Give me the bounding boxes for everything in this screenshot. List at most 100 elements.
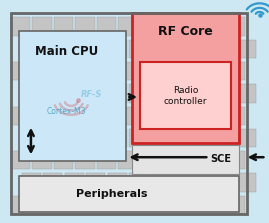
Bar xyxy=(140,62,159,80)
Bar xyxy=(161,151,181,169)
Bar xyxy=(215,84,235,103)
Bar xyxy=(75,107,95,125)
Text: Main CPU: Main CPU xyxy=(35,45,98,58)
Bar xyxy=(183,17,202,36)
Bar xyxy=(86,173,105,192)
Bar xyxy=(215,173,235,192)
Bar xyxy=(161,17,181,36)
Bar xyxy=(75,151,95,169)
Bar xyxy=(54,62,73,80)
Bar xyxy=(118,17,138,36)
Bar xyxy=(43,84,62,103)
Bar xyxy=(32,17,52,36)
Bar xyxy=(65,129,84,147)
Bar xyxy=(43,173,62,192)
Bar xyxy=(161,62,181,80)
Bar xyxy=(129,129,148,147)
Bar xyxy=(194,173,213,192)
Bar xyxy=(97,107,116,125)
Bar xyxy=(97,196,116,214)
Bar xyxy=(32,196,52,214)
Bar xyxy=(183,196,202,214)
Text: SCE: SCE xyxy=(210,155,231,164)
Bar xyxy=(22,40,41,58)
Bar xyxy=(140,151,159,169)
Bar xyxy=(75,196,95,214)
Bar xyxy=(32,151,52,169)
Bar xyxy=(86,84,105,103)
Bar xyxy=(75,62,95,80)
Bar xyxy=(237,40,256,58)
Bar xyxy=(108,129,127,147)
Bar xyxy=(132,13,239,143)
Bar xyxy=(183,151,202,169)
Bar xyxy=(194,40,213,58)
Bar xyxy=(129,40,148,58)
Bar xyxy=(226,107,245,125)
Bar xyxy=(161,107,181,125)
Bar xyxy=(151,129,170,147)
Bar xyxy=(43,129,62,147)
Bar xyxy=(172,40,192,58)
Bar xyxy=(226,17,245,36)
Bar xyxy=(237,173,256,192)
Bar xyxy=(54,17,73,36)
Bar xyxy=(140,62,231,129)
Bar xyxy=(22,129,41,147)
Bar xyxy=(194,84,213,103)
Bar xyxy=(215,40,235,58)
Bar xyxy=(194,129,213,147)
Bar xyxy=(140,196,159,214)
Bar xyxy=(97,62,116,80)
Bar xyxy=(204,107,224,125)
Bar xyxy=(65,40,84,58)
Bar xyxy=(237,84,256,103)
Bar xyxy=(11,151,30,169)
Bar xyxy=(65,84,84,103)
Text: RF-S: RF-S xyxy=(81,90,102,99)
Bar xyxy=(54,107,73,125)
Bar xyxy=(140,107,159,125)
Bar xyxy=(22,84,41,103)
Bar xyxy=(183,62,202,80)
Bar xyxy=(172,173,192,192)
Bar xyxy=(11,17,30,36)
Bar xyxy=(22,173,41,192)
Bar xyxy=(172,84,192,103)
Bar xyxy=(43,40,62,58)
Bar xyxy=(11,62,30,80)
Bar xyxy=(226,196,245,214)
Bar xyxy=(86,40,105,58)
Bar xyxy=(183,107,202,125)
Bar xyxy=(226,62,245,80)
Bar xyxy=(32,62,52,80)
Bar xyxy=(86,129,105,147)
Bar xyxy=(140,17,159,36)
Bar xyxy=(75,17,95,36)
Bar xyxy=(161,196,181,214)
Bar xyxy=(32,107,52,125)
Bar xyxy=(204,196,224,214)
Bar xyxy=(54,151,73,169)
Bar xyxy=(108,40,127,58)
Bar xyxy=(151,173,170,192)
Bar xyxy=(226,151,245,169)
Bar xyxy=(129,173,148,192)
Bar xyxy=(151,40,170,58)
Bar xyxy=(129,84,148,103)
Bar xyxy=(54,196,73,214)
Bar xyxy=(108,173,127,192)
Bar xyxy=(108,84,127,103)
Bar xyxy=(151,84,170,103)
Bar xyxy=(11,13,247,214)
Text: Cortex-M3: Cortex-M3 xyxy=(47,107,86,116)
Bar xyxy=(204,62,224,80)
Bar xyxy=(65,173,84,192)
Text: RF Core: RF Core xyxy=(158,25,213,37)
Text: Radio
controller: Radio controller xyxy=(164,86,207,105)
Bar xyxy=(237,129,256,147)
Bar xyxy=(118,62,138,80)
Bar xyxy=(118,107,138,125)
Text: Peripherals: Peripherals xyxy=(76,189,147,199)
Bar xyxy=(118,151,138,169)
